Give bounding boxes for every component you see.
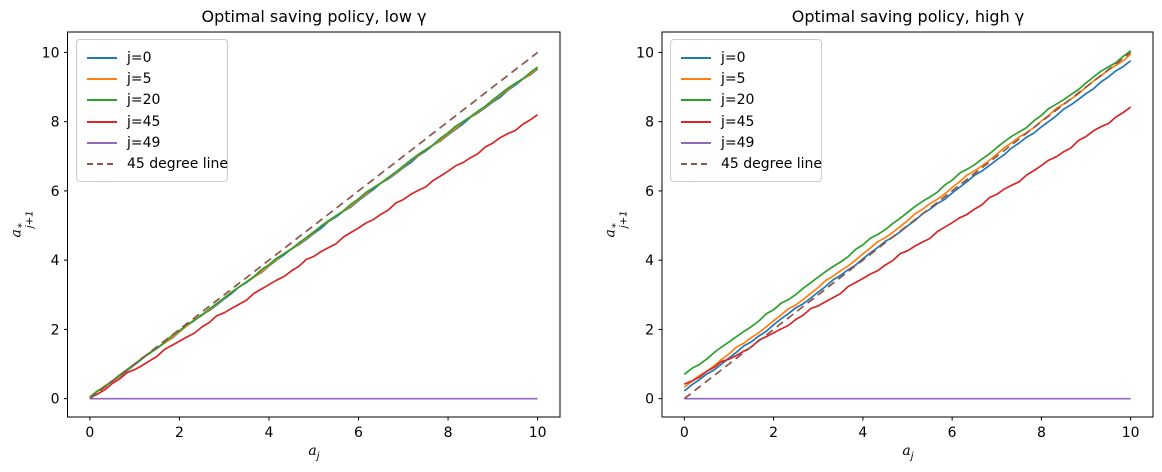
y-axis-label-right: a * j+1 bbox=[603, 211, 630, 238]
y-tick-label: 0 bbox=[645, 392, 654, 408]
y-axis-label-left: a * j+1 bbox=[9, 211, 36, 238]
legend-entry: j=49 bbox=[681, 132, 811, 153]
legend-label: j=0 bbox=[127, 49, 152, 66]
y-tick-label: 8 bbox=[645, 115, 654, 131]
x-tick-label: 10 bbox=[1122, 425, 1140, 441]
y-tick-label: 4 bbox=[51, 253, 60, 269]
legend-entry: j=45 bbox=[681, 111, 811, 132]
x-axis-label-left: aj bbox=[308, 443, 319, 462]
series-line-j5 bbox=[683, 53, 1132, 388]
x-tick-label: 0 bbox=[85, 425, 94, 441]
legend-line-sample bbox=[681, 77, 711, 80]
xlabel-sub: j bbox=[316, 450, 320, 462]
legend-entry: j=20 bbox=[87, 90, 217, 111]
legend-entry: j=0 bbox=[87, 47, 217, 68]
legend-label: j=45 bbox=[721, 113, 755, 130]
legend-entry: j=20 bbox=[681, 90, 811, 111]
y-tick-label: 6 bbox=[51, 184, 60, 200]
legend-entry: j=45 bbox=[87, 111, 217, 132]
legend-line-sample bbox=[681, 120, 711, 123]
legend-label: j=20 bbox=[127, 92, 161, 109]
x-tick-label: 8 bbox=[1037, 425, 1046, 441]
legend-entry: 45 degree line bbox=[681, 153, 822, 174]
y-tick-label: 8 bbox=[51, 115, 60, 131]
x-tick-label: 6 bbox=[354, 425, 363, 441]
y-tick-label: 6 bbox=[645, 184, 654, 200]
y-tick-label: 4 bbox=[645, 253, 654, 269]
x-tick-label: 10 bbox=[529, 425, 547, 441]
series-line-j45 bbox=[89, 114, 539, 399]
legend-entry: j=5 bbox=[681, 68, 811, 89]
legend-line-sample bbox=[87, 77, 117, 80]
legend-label: 45 degree line bbox=[127, 156, 229, 173]
legend-line-sample bbox=[87, 141, 117, 144]
legend-line-sample bbox=[87, 120, 117, 123]
x-tick-label: 8 bbox=[444, 425, 453, 441]
axes-frame bbox=[661, 31, 1154, 418]
legend-label: j=45 bbox=[127, 113, 161, 130]
y-tick-label: 2 bbox=[645, 322, 654, 338]
xlabel-base: a bbox=[308, 443, 317, 459]
legend-entry: j=0 bbox=[681, 47, 811, 68]
legend-label: j=0 bbox=[721, 49, 746, 66]
legend-line-sample bbox=[87, 56, 117, 59]
legend-line-sample bbox=[681, 56, 711, 59]
legend-label: j=5 bbox=[721, 70, 746, 87]
legend-entry: j=49 bbox=[87, 132, 217, 153]
x-tick-label: 2 bbox=[769, 425, 778, 441]
legend-line-sample bbox=[87, 99, 117, 102]
legend-label: j=20 bbox=[721, 92, 755, 109]
legend-right-chart: j=0 j=5 j=20 j=45 j=49 45 degree line bbox=[670, 39, 822, 182]
legend-line-sample bbox=[681, 141, 711, 144]
x-tick-label: 2 bbox=[175, 425, 184, 441]
legend-left-chart: j=0 j=5 j=20 j=45 j=49 45 degree line bbox=[76, 39, 228, 182]
xlabel-base: a bbox=[902, 443, 911, 459]
legend-entry: j=5 bbox=[87, 68, 217, 89]
y-tick-label: 10 bbox=[636, 45, 654, 61]
x-tick-label: 0 bbox=[680, 425, 689, 441]
series-line-deg45 bbox=[683, 51, 1132, 400]
x-tick-label: 6 bbox=[948, 425, 957, 441]
ylabel-sub: j+1 bbox=[618, 210, 630, 229]
legend-label: 45 degree line bbox=[721, 156, 823, 173]
x-axis-label-right: aj bbox=[902, 443, 913, 462]
series-line-j0 bbox=[683, 60, 1132, 392]
x-tick-label: 4 bbox=[265, 425, 274, 441]
legend-label: j=49 bbox=[127, 134, 161, 151]
ylabel-base: a bbox=[602, 229, 619, 238]
legend-line-sample bbox=[681, 99, 711, 102]
y-tick-label: 2 bbox=[51, 322, 60, 338]
chart-title-high-gamma: Optimal saving policy, high γ bbox=[791, 7, 1025, 26]
xlabel-sub: j bbox=[910, 450, 914, 462]
chart-title-low-gamma: Optimal saving policy, low γ bbox=[201, 7, 427, 26]
y-tick-label: 10 bbox=[42, 45, 60, 61]
legend-line-sample bbox=[681, 163, 711, 166]
series-line-deg45 bbox=[89, 51, 539, 400]
legend-entry: 45 degree line bbox=[87, 153, 228, 174]
axes-frame bbox=[67, 31, 561, 418]
series-line-j20 bbox=[683, 50, 1132, 376]
ylabel-sub: j+1 bbox=[24, 210, 36, 229]
x-tick-label: 4 bbox=[858, 425, 867, 441]
legend-label: j=49 bbox=[721, 134, 755, 151]
series-line-j20 bbox=[89, 66, 539, 398]
legend-label: j=5 bbox=[127, 70, 152, 87]
legend-line-sample bbox=[87, 163, 117, 166]
y-tick-label: 0 bbox=[51, 392, 60, 408]
ylabel-base: a bbox=[8, 229, 25, 238]
